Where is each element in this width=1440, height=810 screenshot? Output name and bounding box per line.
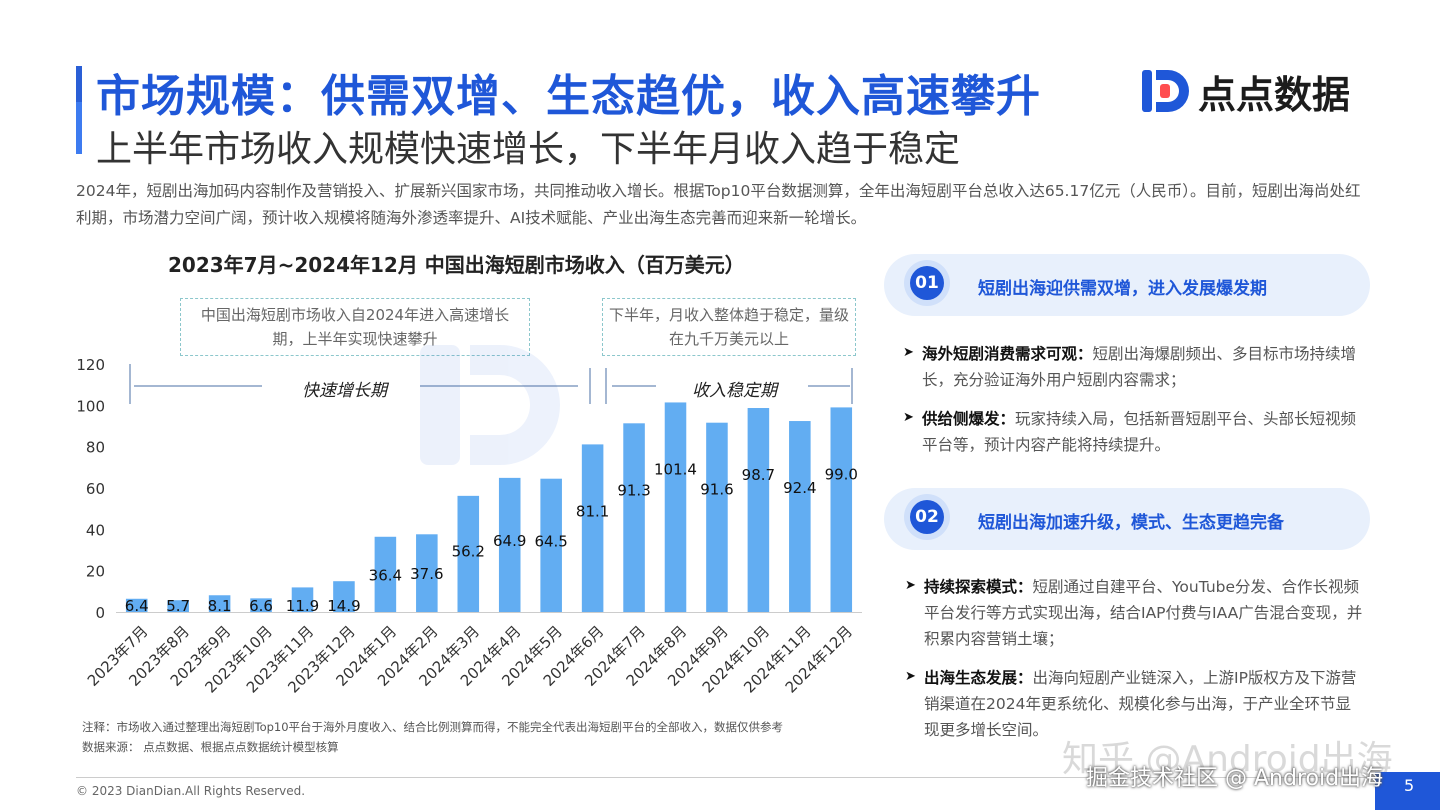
data-label: 98.7 bbox=[742, 466, 775, 484]
data-label: 64.5 bbox=[534, 533, 567, 551]
arrow-right-icon: ➤ bbox=[905, 578, 916, 593]
data-label: 56.2 bbox=[452, 543, 485, 561]
data-label: 11.9 bbox=[286, 597, 319, 615]
section-2-item-1: 持续探索模式：短剧通过自建平台、YouTube分发、合作长视频平台发行等方式实现… bbox=[924, 578, 1363, 648]
section-1-pill bbox=[884, 254, 1370, 316]
arrow-right-icon: ➤ bbox=[903, 410, 914, 425]
page-corner-badge bbox=[1375, 772, 1440, 810]
bar bbox=[457, 495, 480, 612]
data-label: 91.6 bbox=[700, 481, 733, 499]
bar bbox=[416, 534, 438, 612]
section-1-item-1: 海外短剧消费需求可观：短剧出海爆剧频出、多目标市场持续增长，充分验证海外用户短剧… bbox=[922, 345, 1357, 389]
bars-group bbox=[125, 402, 853, 612]
data-label: 6.4 bbox=[125, 597, 149, 615]
section-2-number: 02 bbox=[910, 500, 944, 534]
callout-growth: 中国出海短剧市场收入自2024年进入高速增长期，上半年实现快速攀升 bbox=[180, 298, 530, 356]
bar bbox=[498, 477, 521, 612]
bar bbox=[830, 407, 853, 612]
page-subtitle: 上半年市场收入规模快速增长，下半年月收入趋于稳定 bbox=[96, 129, 961, 170]
x-tick-labels-group: 2023年7月2023年8月2023年9月2023年10月2023年11月202… bbox=[84, 622, 856, 696]
note-line-2: 数据来源： 点点数据、根据点点数据统计模型核算 bbox=[82, 740, 339, 754]
data-label: 5.7 bbox=[166, 597, 190, 615]
section-1-item-2: 供给侧爆发：玩家持续入局，包括新晋短剧平台、头部长短视频平台等，预计内容产能将持… bbox=[922, 410, 1357, 454]
data-label: 64.9 bbox=[493, 532, 526, 550]
phase-label-stable: 收入稳定期 bbox=[692, 381, 777, 401]
bar bbox=[623, 423, 645, 612]
data-label: 14.9 bbox=[327, 597, 360, 615]
y-tick-label: 60 bbox=[86, 480, 105, 498]
bar bbox=[540, 478, 562, 612]
bar bbox=[789, 421, 811, 612]
juejin-watermark: 掘金技术社区 @ Android出海 bbox=[1086, 766, 1384, 791]
title-accent-bar-dark bbox=[76, 66, 82, 102]
intro-paragraph: 2024年，短剧出海加码内容制作及营销投入、扩展新兴国家市场，共同推动收入增长。… bbox=[76, 182, 1361, 227]
data-label: 36.4 bbox=[369, 566, 402, 584]
y-tick-label: 80 bbox=[86, 439, 105, 457]
phase-label-growth: 快速增长期 bbox=[302, 381, 387, 401]
bar bbox=[333, 581, 355, 612]
note-line-1: 注释：市场收入通过整理出海短剧Top10平台于海外月度收入、结合比例测算而得，不… bbox=[82, 720, 784, 734]
data-label: 8.1 bbox=[208, 597, 232, 615]
diandian-logo-icon bbox=[1142, 70, 1189, 112]
section-2-title: 短剧出海加速升级，模式、生态更趋完备 bbox=[978, 513, 1284, 533]
zhihu-watermark: 知乎 @Android出海 bbox=[1062, 739, 1393, 780]
bar bbox=[291, 587, 314, 612]
bar bbox=[250, 598, 272, 612]
page-number: 5 bbox=[1404, 776, 1415, 795]
data-label: 92.4 bbox=[783, 479, 816, 497]
section-1-number: 01 bbox=[910, 266, 944, 300]
y-axis: 0 20 40 60 80 100 120 bbox=[76, 356, 862, 622]
y-tick-label: 120 bbox=[76, 356, 105, 374]
y-tick-label: 20 bbox=[86, 563, 105, 581]
page-title: 市场规模：供需双增、生态趋优，收入高速攀升 bbox=[96, 71, 1041, 122]
data-labels-group: 6.4 5.7 8.1 6.6 11.9 14.9 36.4 37.6 56.2 64.9 64.5… bbox=[125, 460, 858, 615]
bar bbox=[208, 595, 231, 612]
bar bbox=[581, 444, 604, 612]
arrow-right-icon: ➤ bbox=[905, 669, 916, 684]
y-tick-label: 40 bbox=[86, 521, 105, 539]
section-2-item-2: 出海生态发展：出海向短剧产业链深入，上游IP版权方及下游营销渠道在2024年更系… bbox=[924, 669, 1357, 739]
section-1-title: 短剧出海迎供需双增，进入发展爆发期 bbox=[978, 279, 1267, 299]
bar bbox=[747, 408, 770, 612]
title-accent-bar bbox=[76, 66, 82, 154]
chart-note: 注释：市场收入通过整理出海短剧Top10平台于海外月度收入、结合比例测算而得，不… bbox=[82, 717, 783, 757]
data-label: 81.1 bbox=[576, 502, 609, 520]
footer-divider bbox=[76, 777, 1376, 778]
data-label: 6.6 bbox=[249, 597, 273, 615]
watermark-logo bbox=[420, 345, 560, 465]
chart-title: 2023年7月~2024年12月 中国出海短剧市场收入（百万美元） bbox=[168, 253, 745, 277]
bar bbox=[664, 402, 687, 612]
section-2-pill bbox=[884, 488, 1370, 550]
y-tick-label: 0 bbox=[95, 604, 105, 622]
arrow-right-icon: ➤ bbox=[903, 345, 914, 360]
bar-chart: 0 20 40 60 80 100 120 6.4 5.7 8.1 6.6 11.9 14.9 36.4… bbox=[76, 345, 862, 697]
bar bbox=[706, 422, 728, 612]
data-label: 99.0 bbox=[825, 465, 858, 483]
callout-stable: 下半年，月收入整体趋于稳定，量级在九千万美元以上 bbox=[602, 298, 856, 356]
data-label: 37.6 bbox=[410, 565, 443, 583]
data-label: 91.3 bbox=[617, 481, 650, 499]
phase-divider-lines bbox=[129, 364, 853, 404]
bar bbox=[167, 600, 189, 612]
copyright: © 2023 DianDian.All Rights Reserved. bbox=[76, 784, 306, 798]
data-label: 101.4 bbox=[654, 460, 697, 478]
y-tick-label: 100 bbox=[76, 397, 105, 415]
bar bbox=[374, 536, 397, 612]
logo-text: 点点数据 bbox=[1198, 73, 1351, 117]
bar bbox=[125, 598, 148, 612]
